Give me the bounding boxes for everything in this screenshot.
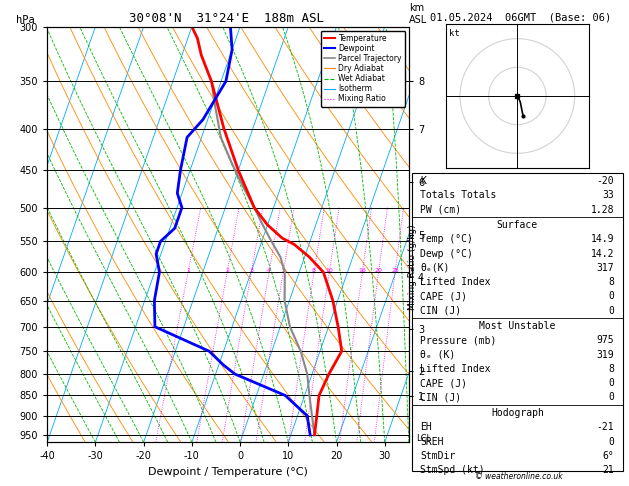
Text: θₑ (K): θₑ (K) <box>420 350 455 360</box>
Text: 1: 1 <box>186 268 190 273</box>
Text: 319: 319 <box>597 350 615 360</box>
Text: Lifted Index: Lifted Index <box>420 277 491 287</box>
Text: Most Unstable: Most Unstable <box>479 321 555 331</box>
Text: 6°: 6° <box>603 451 615 461</box>
Text: CIN (J): CIN (J) <box>420 392 462 402</box>
Text: 0: 0 <box>608 291 615 301</box>
Text: 8: 8 <box>312 268 316 273</box>
Text: kt: kt <box>448 29 459 37</box>
Text: 8: 8 <box>608 277 615 287</box>
Text: © weatheronline.co.uk: © weatheronline.co.uk <box>475 472 563 481</box>
Text: 317: 317 <box>597 263 615 273</box>
Text: θₑ(K): θₑ(K) <box>420 263 450 273</box>
Text: Pressure (mb): Pressure (mb) <box>420 335 497 346</box>
Text: Dewp (°C): Dewp (°C) <box>420 249 473 259</box>
Text: K: K <box>420 176 426 186</box>
Text: 3: 3 <box>249 268 253 273</box>
Text: SREH: SREH <box>420 436 444 447</box>
Text: CIN (J): CIN (J) <box>420 306 462 315</box>
Text: km
ASL: km ASL <box>409 3 428 25</box>
Text: 5: 5 <box>281 268 285 273</box>
Text: 0: 0 <box>608 392 615 402</box>
Text: 975: 975 <box>597 335 615 346</box>
Text: 25: 25 <box>391 268 399 273</box>
Text: EH: EH <box>420 422 432 433</box>
Text: PW (cm): PW (cm) <box>420 205 462 214</box>
Text: Lifted Index: Lifted Index <box>420 364 491 374</box>
Text: Temp (°C): Temp (°C) <box>420 234 473 244</box>
Text: 21: 21 <box>603 465 615 475</box>
Text: 16: 16 <box>359 268 366 273</box>
Text: Surface: Surface <box>497 220 538 230</box>
Legend: Temperature, Dewpoint, Parcel Trajectory, Dry Adiabat, Wet Adiabat, Isotherm, Mi: Temperature, Dewpoint, Parcel Trajectory… <box>321 31 405 106</box>
Text: hPa: hPa <box>16 15 35 25</box>
Text: 1.28: 1.28 <box>591 205 615 214</box>
X-axis label: Dewpoint / Temperature (°C): Dewpoint / Temperature (°C) <box>148 467 308 477</box>
Text: Hodograph: Hodograph <box>491 408 544 418</box>
Text: 8: 8 <box>608 364 615 374</box>
Text: CAPE (J): CAPE (J) <box>420 378 467 388</box>
Text: 30°08'N  31°24'E  188m ASL: 30°08'N 31°24'E 188m ASL <box>129 12 324 25</box>
Text: CAPE (J): CAPE (J) <box>420 291 467 301</box>
Text: -20: -20 <box>597 176 615 186</box>
Text: StmDir: StmDir <box>420 451 455 461</box>
Text: -21: -21 <box>597 422 615 433</box>
Text: 20: 20 <box>374 268 382 273</box>
Text: 2: 2 <box>225 268 229 273</box>
Text: 14.9: 14.9 <box>591 234 615 244</box>
Text: 01.05.2024  06GMT  (Base: 06): 01.05.2024 06GMT (Base: 06) <box>430 12 611 22</box>
Text: StmSpd (kt): StmSpd (kt) <box>420 465 485 475</box>
Text: 0: 0 <box>608 436 615 447</box>
Text: 10: 10 <box>325 268 333 273</box>
Text: Totals Totals: Totals Totals <box>420 191 497 200</box>
Text: Mixing Ratio (g/kg): Mixing Ratio (g/kg) <box>408 225 417 310</box>
Text: 33: 33 <box>603 191 615 200</box>
Text: 4: 4 <box>267 268 271 273</box>
Text: 14.2: 14.2 <box>591 249 615 259</box>
Text: 0: 0 <box>608 378 615 388</box>
Text: 0: 0 <box>608 306 615 315</box>
Text: LCL: LCL <box>416 434 431 443</box>
